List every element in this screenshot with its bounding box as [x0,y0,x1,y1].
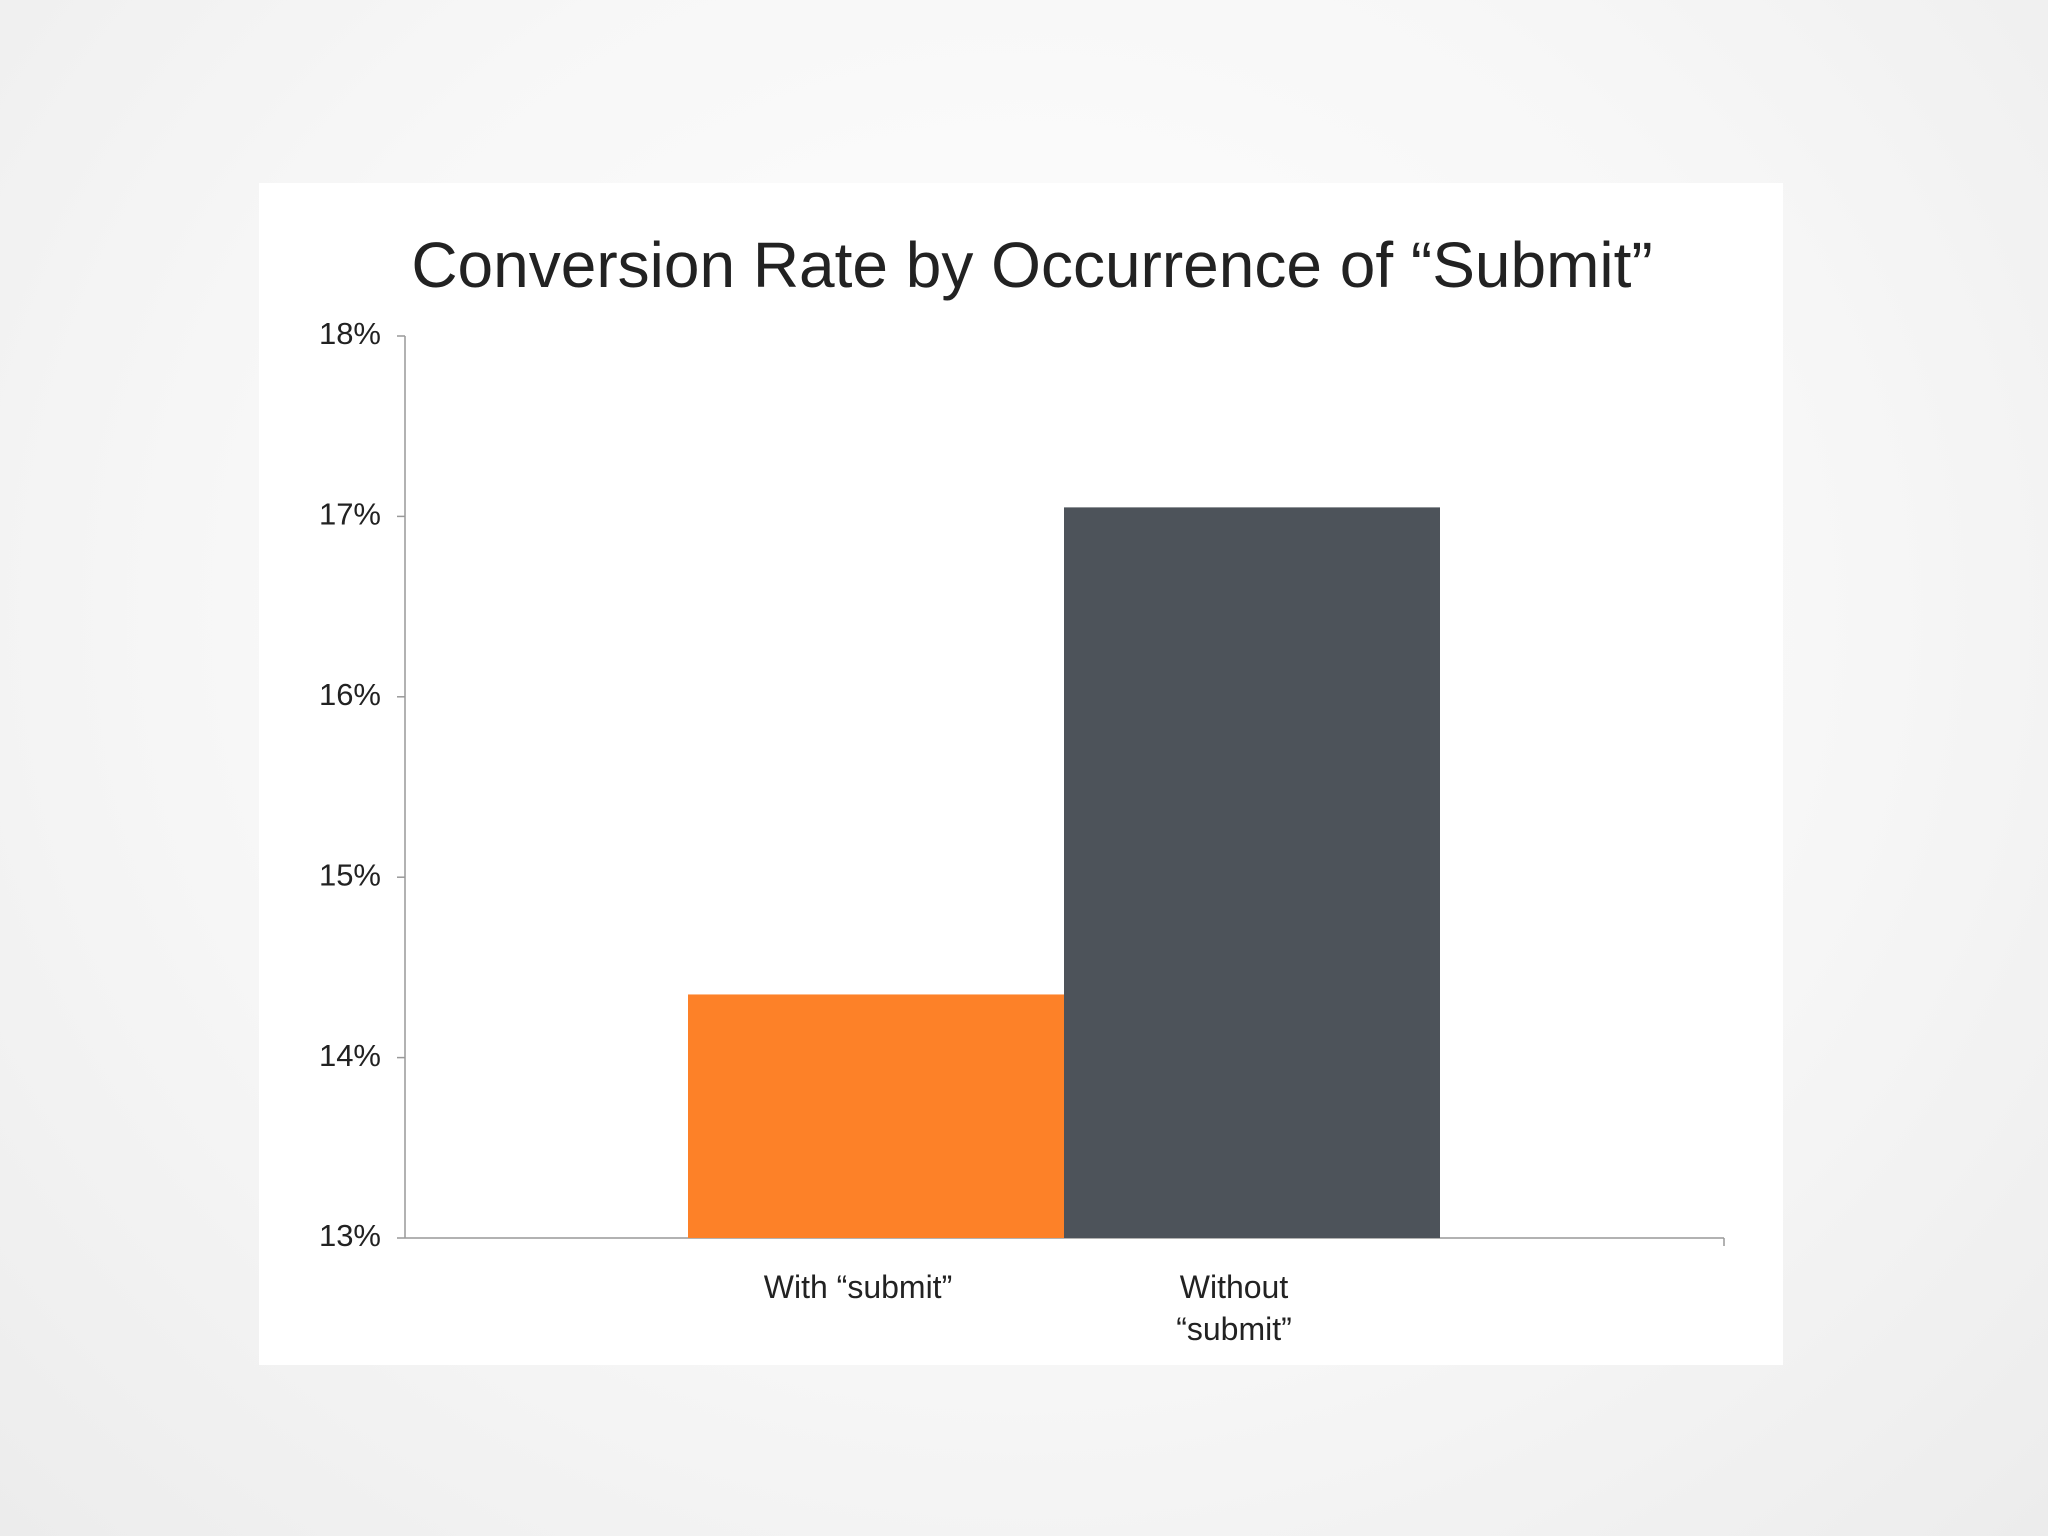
y-tick-label: 14% [319,1038,381,1073]
x-tick-label: With “submit” [763,1269,953,1305]
y-tick-label: 15% [319,857,381,892]
bar [688,994,1064,1238]
y-tick-label: 16% [319,677,381,712]
y-tick-label: 18% [319,316,381,351]
bar [1064,507,1440,1238]
y-tick-label: 13% [319,1218,381,1253]
y-tick-label: 17% [319,497,381,532]
x-tick-label: Without “submit” [1176,1269,1292,1347]
chart-title: Conversion Rate by Occurrence of “Submit… [411,229,1652,301]
